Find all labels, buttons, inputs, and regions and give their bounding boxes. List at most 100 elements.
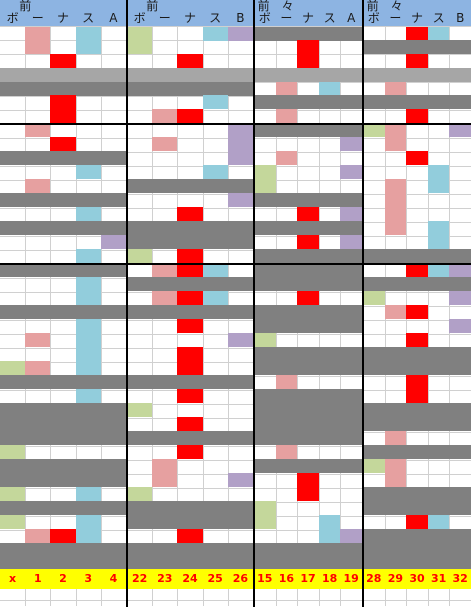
gray-row[interactable] bbox=[363, 417, 471, 431]
gray-row[interactable] bbox=[363, 501, 471, 515]
column-header[interactable]: ボ bbox=[133, 11, 146, 25]
gray-row[interactable] bbox=[0, 417, 126, 431]
gray-row[interactable] bbox=[0, 431, 126, 445]
gray-row[interactable] bbox=[0, 403, 126, 417]
gray-row[interactable] bbox=[254, 557, 362, 571]
gray-row[interactable] bbox=[127, 501, 253, 515]
red-cell[interactable] bbox=[177, 529, 203, 543]
red-cell[interactable] bbox=[50, 54, 76, 68]
purple-cell[interactable] bbox=[340, 529, 362, 543]
pink-cell[interactable] bbox=[152, 263, 178, 277]
column-header[interactable]: ー bbox=[158, 11, 171, 25]
gray-row[interactable] bbox=[254, 361, 362, 375]
gray-row[interactable] bbox=[363, 445, 471, 459]
purple-cell[interactable] bbox=[449, 291, 471, 305]
gray-row[interactable] bbox=[254, 459, 362, 473]
blue-cell[interactable] bbox=[75, 319, 101, 333]
gray-row[interactable] bbox=[254, 431, 362, 445]
red-cell[interactable] bbox=[177, 249, 203, 263]
red-cell[interactable] bbox=[297, 54, 319, 68]
red-cell[interactable] bbox=[406, 54, 428, 68]
pink-cell[interactable] bbox=[384, 82, 407, 96]
column-header[interactable]: B bbox=[456, 11, 465, 25]
gray-row[interactable] bbox=[0, 501, 126, 515]
gray-row[interactable] bbox=[363, 277, 471, 291]
gray-row[interactable] bbox=[127, 557, 253, 571]
gray-row[interactable] bbox=[254, 193, 362, 207]
blue-cell[interactable] bbox=[75, 165, 101, 179]
red-cell[interactable] bbox=[177, 445, 203, 459]
gray-row[interactable] bbox=[127, 68, 253, 82]
red-cell[interactable] bbox=[297, 473, 319, 487]
purple-cell[interactable] bbox=[449, 123, 471, 137]
pink-cell[interactable] bbox=[25, 361, 51, 375]
pink-cell[interactable] bbox=[275, 151, 298, 165]
gray-row[interactable] bbox=[254, 27, 362, 41]
blue-cell[interactable] bbox=[75, 291, 101, 305]
gray-row[interactable] bbox=[127, 431, 253, 445]
column-header[interactable]: ス bbox=[432, 11, 445, 25]
blue-cell[interactable] bbox=[318, 529, 341, 543]
green-cell[interactable] bbox=[127, 27, 153, 41]
purple-cell[interactable] bbox=[340, 235, 362, 249]
purple-cell[interactable] bbox=[340, 165, 362, 179]
green-cell[interactable] bbox=[0, 487, 26, 501]
purple-cell[interactable] bbox=[449, 263, 471, 277]
green-cell[interactable] bbox=[254, 515, 276, 529]
red-cell[interactable] bbox=[297, 291, 319, 305]
red-cell[interactable] bbox=[406, 389, 428, 403]
gray-row[interactable] bbox=[363, 487, 471, 501]
pink-cell[interactable] bbox=[384, 459, 407, 473]
purple-cell[interactable] bbox=[227, 137, 253, 151]
blue-cell[interactable] bbox=[75, 40, 101, 54]
red-cell[interactable] bbox=[406, 375, 428, 389]
gray-row[interactable] bbox=[127, 375, 253, 389]
gray-row[interactable] bbox=[0, 557, 126, 571]
red-cell[interactable] bbox=[406, 305, 428, 319]
pink-cell[interactable] bbox=[384, 137, 407, 151]
gray-row[interactable] bbox=[254, 417, 362, 431]
gray-row[interactable] bbox=[0, 375, 126, 389]
red-cell[interactable] bbox=[406, 27, 428, 41]
gray-row[interactable] bbox=[363, 347, 471, 361]
purple-cell[interactable] bbox=[227, 473, 253, 487]
column-header[interactable]: A bbox=[109, 11, 118, 25]
column-header[interactable]: ナ bbox=[183, 11, 196, 25]
purple-cell[interactable] bbox=[227, 27, 253, 41]
gray-row[interactable] bbox=[254, 305, 362, 319]
gray-row[interactable] bbox=[254, 95, 362, 109]
column-header[interactable]: ナ bbox=[410, 11, 423, 25]
gray-row[interactable] bbox=[0, 151, 126, 165]
gray-row[interactable] bbox=[127, 221, 253, 235]
red-cell[interactable] bbox=[297, 40, 319, 54]
gray-row[interactable] bbox=[363, 95, 471, 109]
red-cell[interactable] bbox=[50, 109, 76, 123]
gray-row[interactable] bbox=[254, 263, 362, 277]
purple-cell[interactable] bbox=[449, 319, 471, 333]
green-cell[interactable] bbox=[363, 291, 385, 305]
red-cell[interactable] bbox=[406, 109, 428, 123]
purple-cell[interactable] bbox=[340, 137, 362, 151]
blue-cell[interactable] bbox=[427, 235, 450, 249]
column-header[interactable]: ス bbox=[323, 11, 336, 25]
blue-cell[interactable] bbox=[202, 263, 228, 277]
green-cell[interactable] bbox=[127, 40, 153, 54]
pink-cell[interactable] bbox=[384, 207, 407, 221]
pink-cell[interactable] bbox=[384, 305, 407, 319]
pink-cell[interactable] bbox=[384, 473, 407, 487]
pink-cell[interactable] bbox=[275, 109, 298, 123]
gray-row[interactable] bbox=[127, 277, 253, 291]
red-cell[interactable] bbox=[50, 529, 76, 543]
gray-row[interactable] bbox=[254, 403, 362, 417]
gray-row[interactable] bbox=[254, 68, 362, 82]
green-cell[interactable] bbox=[254, 165, 276, 179]
pink-cell[interactable] bbox=[384, 431, 407, 445]
blue-cell[interactable] bbox=[427, 179, 450, 193]
green-cell[interactable] bbox=[363, 459, 385, 473]
pink-cell[interactable] bbox=[152, 291, 178, 305]
green-cell[interactable] bbox=[254, 333, 276, 347]
gray-row[interactable] bbox=[127, 543, 253, 557]
column-header[interactable]: ー bbox=[389, 11, 402, 25]
red-cell[interactable] bbox=[297, 487, 319, 501]
purple-cell[interactable] bbox=[100, 235, 126, 249]
